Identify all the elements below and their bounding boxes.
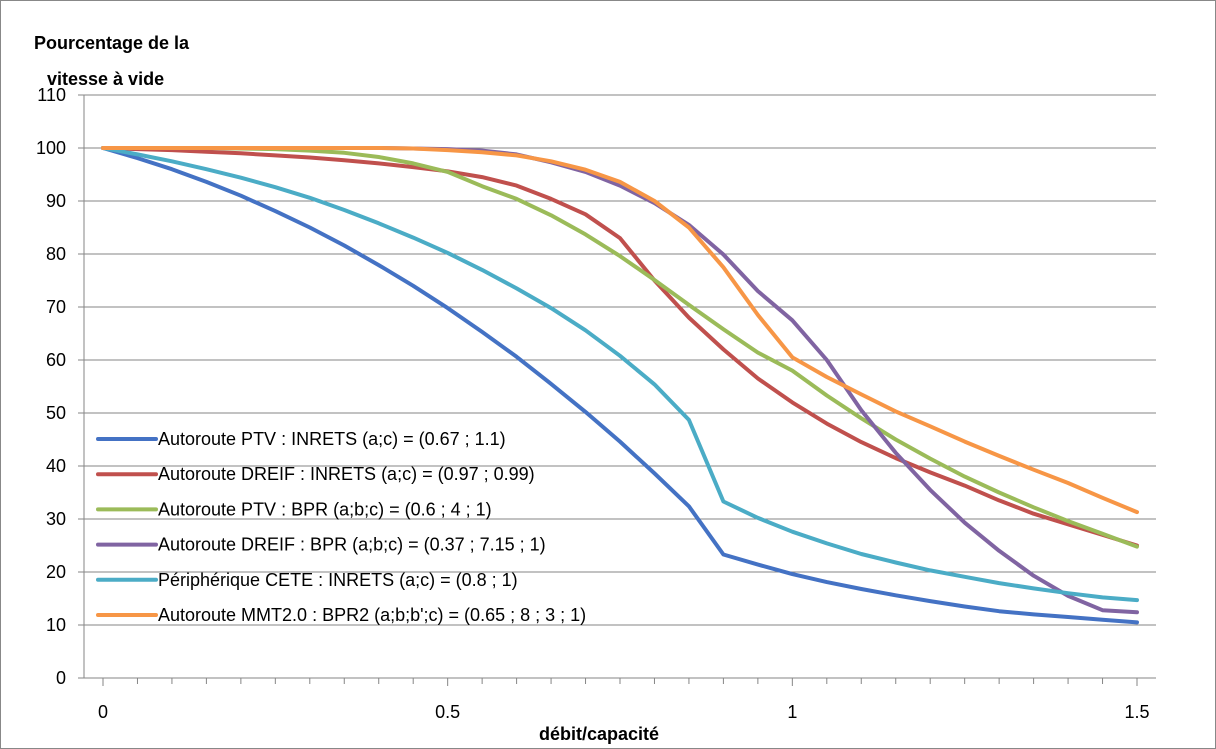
legend: Autoroute PTV : INRETS (a;c) = (0.67 ; 1… — [96, 429, 586, 625]
x-tick-label: 1.5 — [1124, 702, 1149, 722]
legend-label-4: Autoroute DREIF : BPR (a;b;c) = (0.37 ; … — [158, 535, 546, 555]
series-lines — [101, 146, 1139, 625]
series-line-6 — [101, 146, 1139, 515]
legend-label-3: Autoroute PTV : BPR (a;b;c) = (0.6 ; 4 ;… — [158, 499, 492, 519]
y-tick-label: 110 — [37, 85, 66, 105]
y-tick-labels: 0 10 20 30 40 50 60 70 80 90 100 110 — [36, 85, 66, 688]
legend-label-2: Autoroute DREIF : INRETS (a;c) = (0.97 ;… — [158, 464, 535, 484]
y-tick-label: 100 — [36, 138, 66, 158]
x-tick-label: 0 — [98, 702, 108, 722]
x-axis — [78, 94, 1156, 686]
y-tick-label: 80 — [46, 244, 66, 264]
y-tick-label: 10 — [46, 615, 66, 635]
y-tick-label: 60 — [46, 350, 66, 370]
x-tick-label: 1 — [787, 702, 797, 722]
y-tick-label: 20 — [46, 562, 66, 582]
x-tick-label: 0.5 — [435, 702, 460, 722]
x-tick-labels: 0 0.5 1 1.5 — [98, 702, 1150, 722]
y-tick-label: 70 — [46, 297, 66, 317]
series-line-1 — [101, 146, 1139, 625]
legend-label-5: Périphérique CETE : INRETS (a;c) = (0.8 … — [158, 570, 518, 590]
legend-label-6: Autoroute MMT2.0 : BPR2 (a;b;b';c) = (0.… — [158, 605, 586, 625]
y-axis-title-line-2: vitesse à vide — [47, 69, 164, 89]
y-axis-title-line-1: Pourcentage de la — [34, 33, 190, 53]
y-tick-label: 0 — [56, 668, 66, 688]
series-line-5 — [101, 146, 1139, 603]
y-tick-label: 50 — [46, 403, 66, 423]
legend-label-1: Autoroute PTV : INRETS (a;c) = (0.67 ; 1… — [158, 429, 506, 449]
y-tick-label: 90 — [46, 191, 66, 211]
y-tick-label: 40 — [46, 456, 66, 476]
series-line-2 — [101, 146, 1139, 548]
y-tick-label: 30 — [46, 509, 66, 529]
x-axis-title: débit/capacité — [539, 724, 659, 744]
